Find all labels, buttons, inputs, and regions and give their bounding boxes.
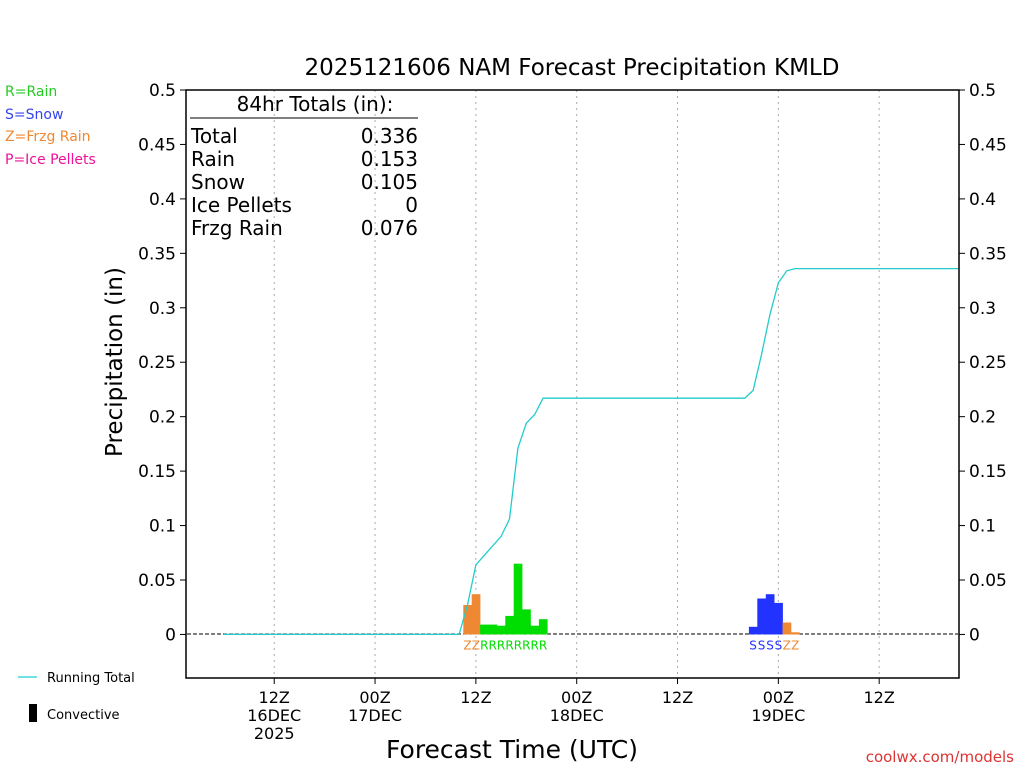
x-tick-label: 12Z: [259, 688, 290, 707]
totals-label: Ice Pellets: [191, 193, 292, 217]
precip-bars: [463, 563, 800, 635]
y-tick-label-right: 0.35: [969, 244, 1007, 264]
x-tick-label: 19DEC: [751, 706, 805, 725]
precip-type-letter: R: [489, 638, 497, 652]
totals-label: Frzg Rain: [191, 216, 283, 240]
precip-bar: [480, 624, 489, 635]
precip-type-letter: Z: [463, 638, 471, 652]
precip-type-legend: R=Rain S=Snow Z=Frzg Rain P=Ice Pellets: [5, 84, 96, 168]
y-tick-label-left: 0.4: [149, 190, 176, 210]
totals-value: 0.076: [361, 216, 418, 240]
convective-swatch: [29, 704, 37, 722]
precip-bar: [505, 615, 514, 635]
y-tick-label-right: 0.1: [969, 517, 996, 537]
y-tick-label-left: 0: [165, 625, 176, 645]
precip-bar: [782, 622, 792, 635]
precip-type-letter: R: [522, 638, 530, 652]
totals-value: 0.105: [361, 170, 418, 194]
y-tick-label-left: 0.2: [149, 408, 176, 428]
totals-label: Snow: [191, 170, 245, 194]
totals-label: Rain: [191, 147, 235, 171]
x-axis-label: Forecast Time (UTC): [386, 735, 638, 764]
precip-bar: [488, 624, 498, 635]
totals-value: 0: [405, 193, 418, 217]
x-tick-label: 00Z: [763, 688, 794, 707]
y-tick-label-right: 0.4: [969, 190, 996, 210]
precip-bar: [522, 609, 531, 635]
x-tick-label: 17DEC: [348, 706, 402, 725]
precip-type-letter: R: [531, 638, 539, 652]
legend-freezing-rain: Z=Frzg Rain: [5, 129, 91, 145]
vertical-gridlines: [273, 90, 880, 678]
y-tick-label-right: 0.15: [969, 462, 1007, 482]
y-tick-label-left: 0.25: [138, 353, 176, 373]
precip-bar: [513, 563, 523, 635]
y-axis-ticks: 0 0 0.05 0.05 0.1 0.1 0.15 0.15 0.2 0.2 0.25 0.25 0.…: [138, 81, 1007, 645]
precip-bar: [471, 594, 481, 635]
plot-frame: [185, 89, 960, 679]
totals-value: 0.336: [361, 124, 418, 148]
precip-type-letter: Z: [783, 638, 791, 652]
precip-bar: [774, 602, 783, 635]
precip-type-letter: S: [749, 638, 757, 652]
totals-label: Total: [190, 124, 238, 148]
legend-ice-pellets: P=Ice Pellets: [5, 152, 96, 168]
credit-text: coolwx.com/models: [866, 748, 1014, 766]
precip-bar: [765, 594, 775, 635]
y-tick-label-left: 0.5: [149, 81, 176, 101]
precip-type-letter: R: [505, 638, 513, 652]
precip-type-letter: R: [497, 638, 505, 652]
y-axis-label: Precipitation (in): [102, 267, 128, 457]
precip-bar: [463, 605, 472, 635]
precip-type-letter: S: [766, 638, 774, 652]
totals-heading: 84hr Totals (in):: [237, 92, 394, 116]
legend-snow: S=Snow: [5, 107, 63, 123]
precip-type-letter: S: [775, 638, 783, 652]
chart-title: 2025121606 NAM Forecast Precipitation KM…: [305, 55, 840, 81]
y-tick-label-right: 0.3: [969, 299, 996, 319]
x-tick-label: 12Z: [460, 688, 491, 707]
y-tick-label-left: 0.05: [138, 571, 176, 591]
y-tick-label-right: 0.2: [969, 408, 996, 428]
precip-type-letter: Z: [791, 638, 799, 652]
y-tick-label-right: 0: [969, 625, 980, 645]
y-tick-label-right: 0.05: [969, 571, 1007, 591]
y-tick-label-left: 0.3: [149, 299, 176, 319]
x-tick-label: 18DEC: [550, 706, 604, 725]
legend-convective: Convective: [47, 708, 120, 723]
y-tick-label-right: 0.45: [969, 135, 1007, 155]
y-tick-label-left: 0.35: [138, 244, 176, 264]
x-tick-label: 16DEC: [247, 706, 301, 725]
totals-box: 84hr Totals (in): Total 0.336 Rain 0.153…: [190, 92, 418, 240]
precip-bar: [748, 626, 758, 635]
precip-type-letter: R: [539, 638, 547, 652]
x-tick-label: 2025: [254, 724, 295, 743]
y-tick-label-right: 0.25: [969, 353, 1007, 373]
x-tick-label: 12Z: [864, 688, 895, 707]
precip-bar: [757, 598, 766, 635]
precip-bar: [530, 625, 540, 635]
precip-type-letter: R: [480, 638, 488, 652]
legend-running-total: Running Total: [47, 671, 135, 686]
x-tick-label: 12Z: [662, 688, 693, 707]
precip-type-letter: R: [514, 638, 522, 652]
y-tick-label-right: 0.5: [969, 81, 996, 101]
precip-bar: [496, 625, 506, 635]
y-tick-label-left: 0.1: [149, 517, 176, 537]
precip-type-letter: Z: [472, 638, 480, 652]
y-tick-label-left: 0.45: [138, 135, 176, 155]
running-total-line: [223, 267, 959, 636]
precip-bar: [538, 619, 548, 635]
precip-type-letter: S: [758, 638, 766, 652]
precip-bar: [791, 632, 800, 635]
x-tick-label: 00Z: [561, 688, 592, 707]
totals-value: 0.153: [361, 147, 418, 171]
y-tick-label-left: 0.15: [138, 462, 176, 482]
x-tick-label: 00Z: [359, 688, 390, 707]
legend-rain: R=Rain: [5, 84, 57, 100]
